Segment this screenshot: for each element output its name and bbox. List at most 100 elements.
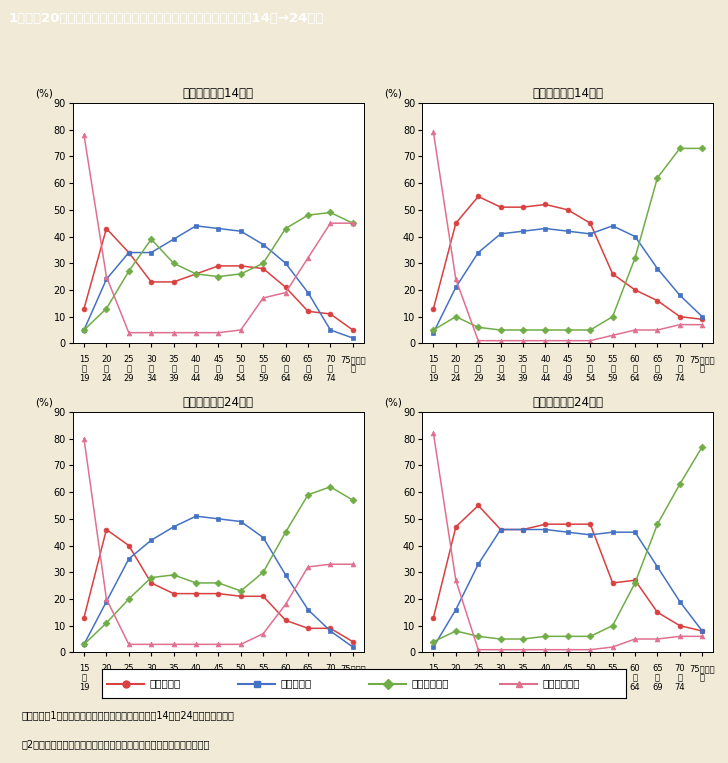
- Text: ｓ: ｓ: [633, 365, 638, 374]
- Text: 74: 74: [675, 683, 685, 692]
- Text: 24: 24: [451, 683, 461, 692]
- Text: ｓ: ｓ: [700, 365, 705, 374]
- Text: ｓ: ｓ: [216, 674, 221, 683]
- Text: 25: 25: [124, 356, 134, 365]
- Text: 40: 40: [191, 356, 201, 365]
- Text: 19: 19: [79, 374, 90, 383]
- Text: 55: 55: [258, 665, 269, 674]
- Text: ｓ: ｓ: [104, 365, 109, 374]
- Text: 59: 59: [258, 683, 269, 692]
- Text: 49: 49: [563, 374, 573, 383]
- Text: ｓ: ｓ: [238, 365, 243, 374]
- Text: 25: 25: [473, 665, 483, 674]
- Text: 70: 70: [675, 356, 685, 365]
- Title: 《男性　平成14年》: 《男性 平成14年》: [532, 88, 604, 101]
- Text: ｓ: ｓ: [149, 674, 154, 683]
- Text: ｓ: ｓ: [475, 674, 480, 683]
- Text: （備考）　1．総務省「就業構造基本調査」（平成14年，24年）より作成。: （備考） 1．総務省「就業構造基本調査」（平成14年，24年）より作成。: [22, 710, 234, 720]
- Text: 74: 74: [675, 374, 685, 383]
- Text: 入職就業者: 入職就業者: [149, 678, 181, 689]
- Text: ｓ: ｓ: [543, 674, 548, 683]
- Title: 《女性　平成24年》: 《女性 平成24年》: [183, 397, 254, 410]
- Text: 55: 55: [258, 356, 269, 365]
- Text: 64: 64: [630, 374, 641, 383]
- Text: 69: 69: [652, 374, 662, 383]
- Text: ｓ: ｓ: [216, 365, 221, 374]
- Text: 44: 44: [540, 374, 550, 383]
- Text: 54: 54: [585, 374, 596, 383]
- Text: 55: 55: [607, 356, 618, 365]
- Text: 30: 30: [495, 665, 506, 674]
- Text: 49: 49: [213, 374, 223, 383]
- Text: ｓ: ｓ: [521, 365, 526, 374]
- Text: ｓ: ｓ: [521, 674, 526, 683]
- Text: ｓ: ｓ: [543, 365, 548, 374]
- Text: 70: 70: [325, 356, 336, 365]
- Text: 15: 15: [79, 356, 90, 365]
- Text: 29: 29: [473, 683, 483, 692]
- Text: ｓ: ｓ: [261, 365, 266, 374]
- Text: ｓ: ｓ: [655, 365, 660, 374]
- Text: 75（歳）: 75（歳）: [340, 665, 365, 674]
- Text: 75（歳）: 75（歳）: [340, 356, 365, 365]
- Text: ｓ: ｓ: [498, 365, 503, 374]
- Text: 24: 24: [101, 374, 111, 383]
- Text: ｓ: ｓ: [171, 365, 176, 374]
- Text: ｓ: ｓ: [431, 674, 436, 683]
- Text: 29: 29: [473, 374, 483, 383]
- Text: 39: 39: [518, 683, 529, 692]
- Text: 2．各年齢階級における，就業異動別就業者数の人口に対する割合。: 2．各年齢階級における，就業異動別就業者数の人口に対する割合。: [22, 739, 210, 749]
- Text: 20: 20: [101, 356, 111, 365]
- Text: 19: 19: [428, 374, 439, 383]
- Text: 49: 49: [213, 683, 223, 692]
- Text: 74: 74: [325, 374, 336, 383]
- Text: (%): (%): [384, 89, 403, 98]
- Text: 25: 25: [124, 665, 134, 674]
- Text: 19: 19: [428, 683, 439, 692]
- Text: 15: 15: [428, 665, 439, 674]
- Text: 40: 40: [540, 356, 550, 365]
- Text: (%): (%): [35, 89, 53, 98]
- Text: (%): (%): [384, 398, 403, 407]
- Text: 60: 60: [630, 356, 641, 365]
- Text: 75（歳）: 75（歳）: [689, 665, 715, 674]
- Text: 55: 55: [607, 665, 618, 674]
- Text: ｓ: ｓ: [677, 674, 682, 683]
- Text: 45: 45: [563, 356, 573, 365]
- Text: 64: 64: [280, 683, 291, 692]
- Text: 34: 34: [146, 374, 157, 383]
- Text: ｓ: ｓ: [328, 674, 333, 683]
- Text: 45: 45: [563, 665, 573, 674]
- Text: ｓ: ｓ: [475, 365, 480, 374]
- Text: 45: 45: [213, 665, 223, 674]
- Text: 35: 35: [518, 356, 529, 365]
- Text: 39: 39: [168, 374, 179, 383]
- Text: 69: 69: [303, 374, 313, 383]
- Text: ｓ: ｓ: [431, 365, 436, 374]
- Text: 50: 50: [585, 356, 596, 365]
- Text: 60: 60: [280, 356, 291, 365]
- Text: 35: 35: [168, 665, 179, 674]
- Text: 50: 50: [236, 665, 246, 674]
- Text: ｓ: ｓ: [194, 365, 199, 374]
- Text: 20: 20: [451, 356, 461, 365]
- Text: ｓ: ｓ: [82, 365, 87, 374]
- Text: ｓ: ｓ: [171, 674, 176, 683]
- Text: ｓ: ｓ: [610, 674, 615, 683]
- Text: ｓ: ｓ: [700, 674, 705, 683]
- Text: 64: 64: [280, 374, 291, 383]
- Text: ｓ: ｓ: [454, 365, 459, 374]
- Text: 44: 44: [191, 374, 201, 383]
- Text: ｓ: ｓ: [126, 674, 131, 683]
- Text: 20: 20: [101, 665, 111, 674]
- Text: 59: 59: [607, 683, 618, 692]
- Text: 29: 29: [124, 683, 134, 692]
- Text: 54: 54: [236, 374, 246, 383]
- Text: 65: 65: [303, 665, 313, 674]
- Text: 25: 25: [473, 356, 483, 365]
- Text: 30: 30: [495, 356, 506, 365]
- Text: ｓ: ｓ: [104, 674, 109, 683]
- Text: 59: 59: [258, 374, 269, 383]
- Text: ｓ: ｓ: [350, 674, 355, 683]
- Text: ｓ: ｓ: [306, 674, 311, 683]
